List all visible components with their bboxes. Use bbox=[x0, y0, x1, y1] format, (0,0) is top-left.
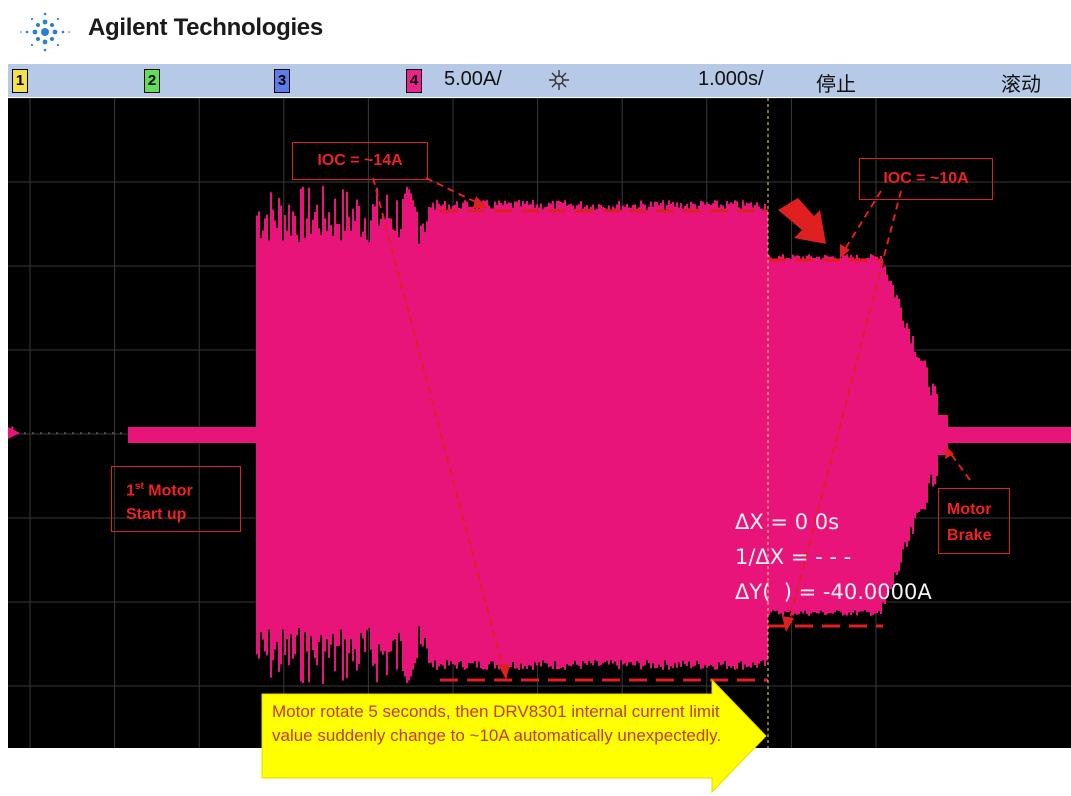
callout-note: Motor rotate 5 seconds, then DRV8301 int… bbox=[272, 702, 722, 745]
agilent-spark-icon bbox=[20, 12, 70, 52]
ioc-14a-label: IOC = ~14A bbox=[292, 142, 428, 180]
motor-startup-label: 1st Motor Start up bbox=[111, 466, 241, 532]
scope-display: 4 IOC = ~14A IOC = ~10A 1st Motor Start … bbox=[8, 98, 1071, 748]
acquisition-mode: 滚动 bbox=[1001, 74, 1041, 96]
trigger-sun-icon bbox=[549, 70, 569, 90]
ioc-level-lines bbox=[440, 209, 883, 682]
vertical-scale: 5.00A/ bbox=[444, 68, 502, 90]
waveform-area bbox=[8, 98, 1071, 748]
delta-x-readout: ΔX = 0 0s bbox=[735, 510, 840, 534]
delta-y-readout: ΔY(4) = -40.0000A bbox=[735, 580, 932, 604]
header: Agilent Technologies bbox=[0, 0, 1071, 64]
channel-1-indicator[interactable]: 1 bbox=[12, 69, 28, 93]
channel-4-ground-label: 4 bbox=[8, 424, 15, 438]
channel-3-indicator[interactable]: 3 bbox=[274, 69, 290, 93]
brand-title: Agilent Technologies bbox=[88, 14, 323, 41]
motor-brake-label: Motor Brake bbox=[938, 488, 1010, 554]
arrow-heads bbox=[473, 196, 954, 680]
inverse-delta-x-readout: 1/ΔX = - - - bbox=[735, 545, 852, 569]
channel-4-ground-marker bbox=[8, 427, 20, 439]
annotation-arrows bbox=[372, 177, 971, 673]
solid-red-arrow-icon bbox=[778, 198, 826, 244]
channel-4-trace bbox=[128, 185, 1071, 685]
channel-2-indicator[interactable]: 2 bbox=[144, 69, 160, 93]
ioc-10a-label: IOC = ~10A bbox=[859, 158, 993, 200]
channel-4-indicator[interactable]: 4 bbox=[406, 69, 422, 93]
run-state: 停止 bbox=[816, 74, 856, 96]
timebase: 1.000s/ bbox=[698, 68, 764, 90]
